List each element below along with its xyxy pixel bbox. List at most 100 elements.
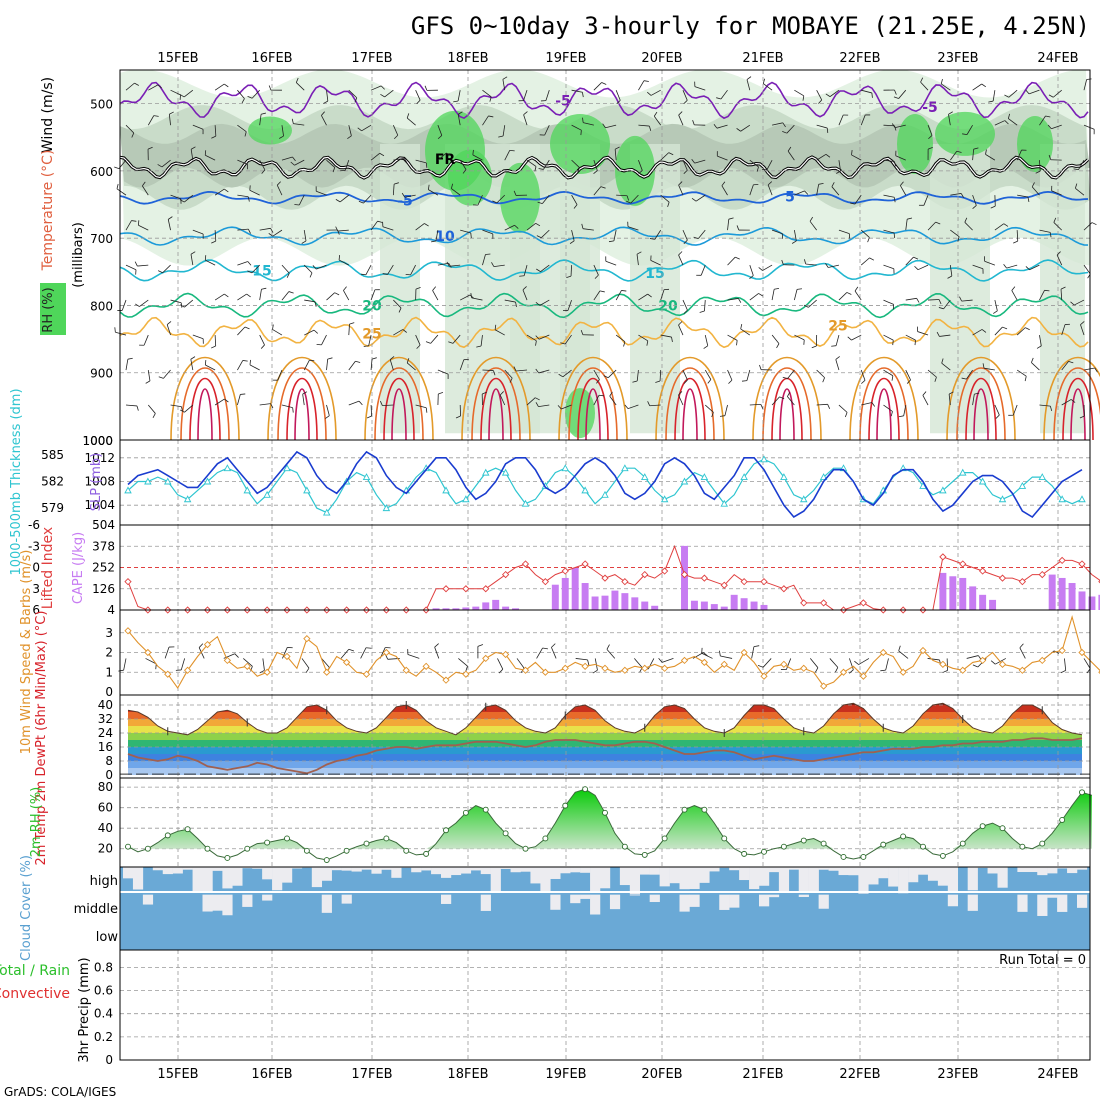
rh-series-point	[1020, 844, 1025, 849]
cloud-clear-middle	[1037, 895, 1047, 916]
cloud-clear-high	[918, 867, 928, 875]
temp-tick: 16	[98, 740, 113, 754]
cloud-clear-high	[570, 867, 580, 872]
cloud-clear-high	[709, 867, 719, 871]
cloud-clear-high	[620, 867, 630, 885]
wind-tick: 3	[105, 626, 113, 640]
wind-barb	[571, 265, 572, 276]
cloud-clear-high	[699, 867, 709, 883]
date-tick-top: 23FEB	[937, 51, 978, 66]
rh-series-point	[145, 846, 150, 851]
cape-bar	[1079, 591, 1086, 610]
rh-series-point	[364, 841, 369, 846]
ylabel-millibars: (millibars)	[71, 222, 86, 288]
cloud-clear-high	[560, 867, 570, 873]
cloud-clear-high	[421, 867, 431, 870]
rh-tick: 80	[98, 780, 113, 794]
cloud-clear-high	[481, 867, 491, 874]
rh-series-point	[404, 848, 409, 853]
cloud-clear-high	[590, 867, 600, 893]
date-tick-top: 22FEB	[839, 51, 880, 66]
cape-bar	[502, 607, 509, 610]
cloud-clear-high	[262, 867, 272, 879]
rh-series-point	[185, 827, 190, 832]
thickness-tick: 585	[41, 448, 64, 462]
rh-moist-area	[1017, 116, 1053, 172]
precip-tick: 0	[105, 1053, 113, 1067]
cloud-clear-high	[352, 867, 362, 872]
pressure-tick-1000: 1000	[82, 434, 113, 448]
pressure-tick: 700	[90, 232, 113, 246]
cloud-clear-middle	[222, 895, 232, 916]
ylabel-cape: CAPE (J/kg)	[71, 532, 86, 604]
temp-tick: 32	[98, 712, 113, 726]
cloud-clear-middle	[203, 895, 213, 912]
cloud-clear-high	[521, 867, 531, 872]
rh-series-point	[523, 846, 528, 851]
ylabel-precip: 3hr Precip (mm)	[77, 957, 92, 1062]
contour-label: 20	[658, 298, 678, 314]
cloud-clear-middle	[342, 895, 352, 904]
wind-barb	[215, 335, 216, 346]
cape-bar	[721, 607, 728, 610]
cloud-clear-middle	[819, 895, 829, 909]
cloud-row-label: high	[90, 874, 118, 889]
cloud-clear-high	[908, 867, 918, 882]
cloud-clear-high	[232, 867, 242, 886]
cloud-clear-high	[689, 867, 699, 889]
date-tick-bottom: 23FEB	[937, 1067, 978, 1082]
cloud-clear-middle	[262, 895, 272, 901]
rh-series-point	[682, 807, 687, 812]
rh-series-point	[563, 803, 568, 808]
cloud-clear-high	[530, 867, 540, 883]
wind-barb-flag	[115, 327, 116, 332]
cloud-clear-high	[848, 867, 858, 875]
cloud-clear-middle	[212, 895, 222, 911]
cloud-clear-middle	[1057, 895, 1067, 912]
wind-tick: 0	[105, 685, 113, 699]
cape-bar	[691, 601, 698, 610]
wind-tick: 1	[105, 665, 113, 679]
wind-tick: 2	[105, 646, 113, 660]
cloud-clear-high	[799, 867, 809, 893]
rh-series-point	[126, 844, 131, 849]
wind-barb-flag	[915, 340, 916, 345]
cloud-clear-high	[600, 867, 610, 888]
date-tick-bottom: 18FEB	[447, 1067, 488, 1082]
wind-barb-flag	[894, 233, 895, 238]
cloud-clear-high	[491, 867, 501, 892]
cape-bar	[741, 598, 748, 610]
cloud-clear-middle	[719, 895, 729, 910]
ylabel-temperature: Temperature (°C)	[40, 150, 56, 272]
contour-label: 5	[785, 189, 795, 205]
cloud-clear-high	[451, 867, 461, 875]
wind-barb-flag	[1045, 290, 1050, 291]
rh-series-point	[245, 846, 250, 851]
rh-series-point	[444, 828, 449, 833]
cloud-clear-high	[779, 867, 789, 892]
thickness-tick: 582	[41, 475, 64, 489]
cape-bar	[582, 583, 589, 610]
cloud-clear-middle	[769, 895, 779, 897]
cape-bar	[552, 585, 559, 610]
rh-series-point	[722, 836, 727, 841]
cloud-clear-high	[322, 867, 332, 881]
cloud-clear-middle	[1017, 895, 1027, 912]
cloud-clear-high	[371, 867, 381, 874]
cloud-clear-high	[1047, 867, 1057, 873]
cloud-clear-middle	[1047, 895, 1057, 898]
legend-total-rain: Total / Rain	[0, 963, 70, 979]
date-tick-bottom: 20FEB	[641, 1067, 682, 1082]
temp-tick: 24	[98, 726, 113, 740]
cloud-clear-high	[630, 867, 640, 894]
cape-bar	[751, 602, 758, 610]
rh-moist-area	[897, 114, 933, 174]
cloud-clear-high	[133, 867, 143, 890]
cloud-clear-high	[968, 867, 978, 890]
cloud-clear-high	[342, 867, 352, 871]
contour-label: -5	[555, 93, 571, 109]
rh-tick: 40	[98, 821, 113, 835]
cape-tick: 378	[92, 539, 115, 553]
cloud-clear-high	[809, 867, 819, 892]
precip-tick: 0.2	[94, 1030, 113, 1044]
